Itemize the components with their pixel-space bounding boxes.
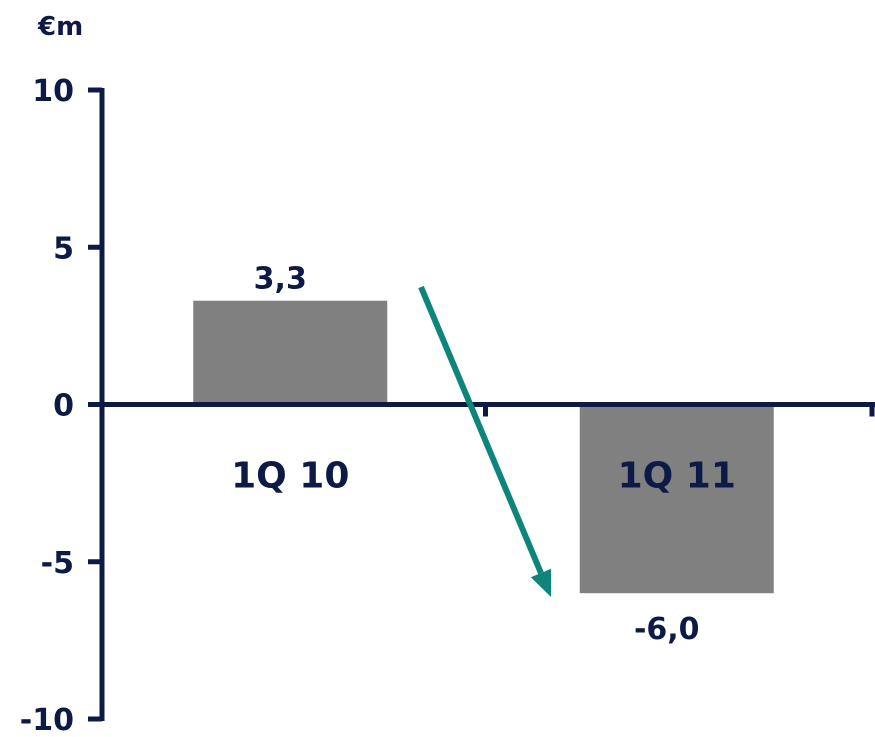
bar-2	[579, 404, 774, 594]
category-label: 1Q 11	[618, 456, 736, 497]
unit-label: €m	[37, 12, 83, 42]
value-label: 3,3	[254, 262, 307, 297]
category-label: 1Q 10	[231, 456, 349, 497]
axes-layer	[88, 87, 875, 722]
y-tick-label: 5	[53, 231, 74, 266]
trend-arrow	[418, 285, 552, 597]
trend-arrow-head	[530, 568, 552, 597]
y-tick-label: 0	[53, 389, 74, 424]
y-tick-label: -5	[41, 546, 74, 581]
y-tick-label: 10	[32, 74, 74, 109]
labels-layer: 10 5 0 -5 -10 1Q 10 1Q 11 3,3 -6,0	[20, 74, 736, 737]
bar-1	[193, 300, 388, 405]
bars-layer	[193, 300, 774, 594]
value-label: -6,0	[634, 612, 700, 647]
y-tick-label: -10	[20, 703, 74, 737]
trend-arrow-shaft	[418, 285, 544, 575]
